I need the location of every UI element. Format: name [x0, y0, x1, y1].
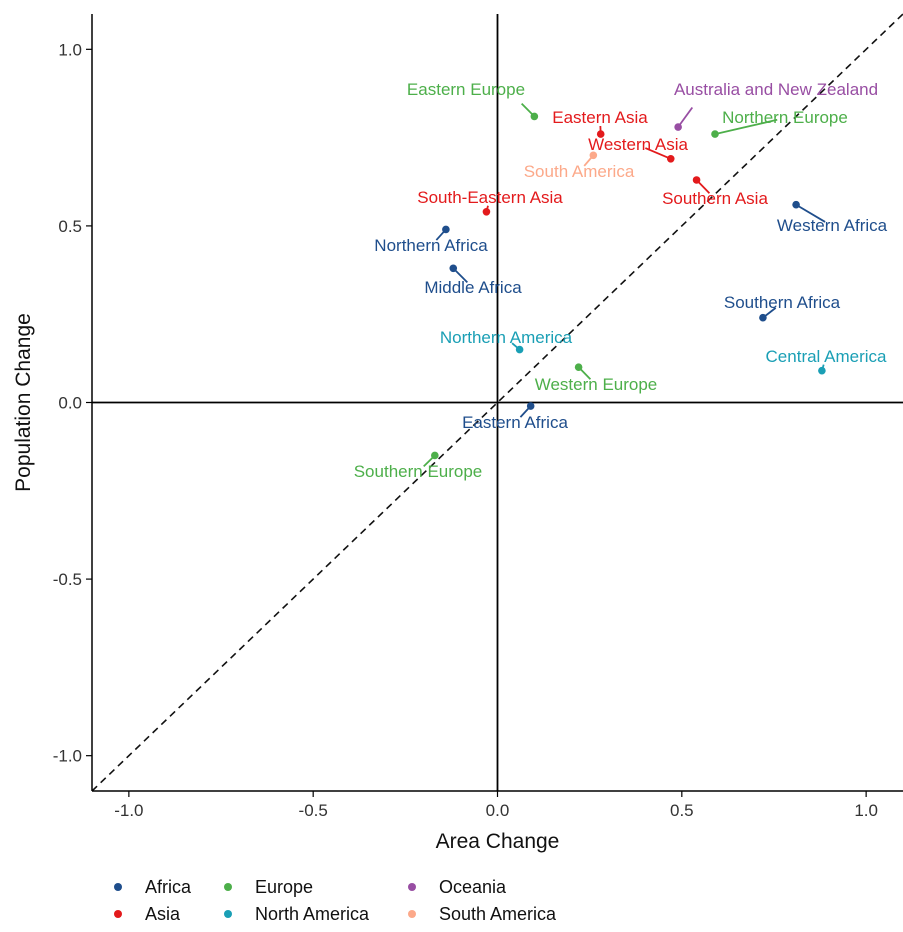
x-tick-label: 0.0: [486, 801, 510, 820]
legend-key-glyph-africa: a: [115, 882, 121, 893]
point-southern-europe: [431, 451, 439, 460]
point-label-eastern-europe: Eastern Europe: [407, 80, 525, 99]
plot-area: Eastern Europe Eastern Asia Australia and …: [91, 13, 903, 792]
point-middle-africa: [449, 264, 458, 273]
leader-line-australia-and-new-zealand: [677, 106, 694, 128]
y-tick-label: 0.0: [58, 394, 82, 413]
axes: -1.0 -0.5 0.0 0.5 1.0 -1.0 -0.5 0.0 0.5 1.0: [53, 14, 903, 820]
point-eastern-europe: [530, 112, 539, 121]
legend-item-asia: a Asia: [114, 904, 181, 924]
legend-label-oceania: Oceania: [439, 877, 507, 897]
point-label-western-africa: Western Africa: [777, 216, 888, 235]
leader-line-western-africa: [795, 203, 826, 223]
legend-key-africa: [114, 883, 122, 891]
legend-key-south-america: [408, 910, 416, 918]
legend-label-north-america: North America: [255, 904, 370, 924]
point-south-eastern-asia: [482, 207, 491, 216]
point-northern-africa: [442, 225, 450, 234]
point-southern-africa: [759, 313, 767, 322]
x-tick-label: 0.5: [670, 801, 694, 820]
legend-key-glyph-europe: a: [225, 882, 231, 893]
point-western-europe: [574, 363, 583, 371]
point-label-south-america: South America: [524, 162, 635, 181]
point-southern-asia: [692, 176, 701, 184]
point-south-america: [589, 151, 598, 160]
legend-key-europe: [224, 883, 232, 891]
point-western-asia: [666, 155, 675, 163]
x-tick-label: -1.0: [114, 801, 143, 820]
legend-key-glyph-asia: a: [115, 909, 121, 920]
legend-key-north-america: [224, 910, 232, 918]
point-eastern-asia: [596, 130, 605, 138]
leader-line-western-asia: [645, 147, 672, 160]
legend-label-africa: Africa: [145, 877, 192, 897]
point-central-america: [818, 366, 826, 375]
point-label-south-eastern-asia: South-Eastern Asia: [417, 188, 563, 207]
legend-label-asia: Asia: [145, 904, 181, 924]
x-tick-label: 1.0: [854, 801, 878, 820]
point-label-western-europe: Western Europe: [535, 375, 658, 394]
legend-item-africa: a Africa: [114, 877, 192, 897]
legend: a Africa a Asia a Europe a North America a Oceani…: [114, 877, 557, 924]
x-tick-label: -0.5: [299, 801, 328, 820]
point-label-western-asia: Western Asia: [588, 135, 688, 154]
point-northern-america: [515, 345, 524, 354]
y-tick-label: -1.0: [53, 747, 82, 766]
point-label-northern-europe: Northern Europe: [722, 108, 848, 127]
point-label-southern-europe: Southern Europe: [354, 462, 483, 481]
y-tick-label: 0.5: [58, 217, 82, 236]
legend-item-europe: a Europe: [224, 877, 313, 897]
legend-item-south-america: a South America: [408, 904, 557, 924]
point-australia-and-new-zealand: [674, 123, 682, 131]
point-eastern-africa: [526, 402, 535, 410]
point-label-eastern-asia: Eastern Asia: [552, 108, 648, 127]
legend-item-north-america: a North America: [224, 904, 370, 924]
point-label-southern-asia: Southern Asia: [662, 189, 768, 208]
legend-key-glyph-south-america: a: [409, 909, 415, 920]
y-tick-label: -0.5: [53, 570, 82, 589]
point-label-central-america: Central America: [766, 347, 887, 366]
leader-line-northern-europe: [714, 118, 778, 135]
legend-key-glyph-oceania: a: [409, 882, 415, 893]
legend-label-europe: Europe: [255, 877, 313, 897]
point-label-southern-africa: Southern Africa: [724, 293, 841, 312]
point-label-eastern-africa: Eastern Africa: [462, 413, 568, 432]
legend-key-asia: [114, 910, 122, 918]
y-tick-label: 1.0: [58, 40, 82, 59]
point-western-africa: [792, 200, 800, 209]
legend-key-glyph-north-america: a: [225, 909, 231, 920]
point-label-australia-and-new-zealand: Australia and New Zealand: [674, 80, 878, 99]
y-axis-title: Population Change: [12, 313, 35, 492]
legend-label-south-america: South America: [439, 904, 557, 924]
x-axis-title: Area Change: [436, 830, 560, 853]
point-label-northern-africa: Northern Africa: [374, 236, 488, 255]
point-label-middle-africa: Middle Africa: [424, 278, 522, 297]
point-northern-europe: [711, 130, 719, 138]
point-label-northern-america: Northern America: [440, 328, 573, 347]
legend-item-oceania: a Oceania: [408, 877, 507, 897]
legend-key-oceania: [408, 883, 416, 891]
